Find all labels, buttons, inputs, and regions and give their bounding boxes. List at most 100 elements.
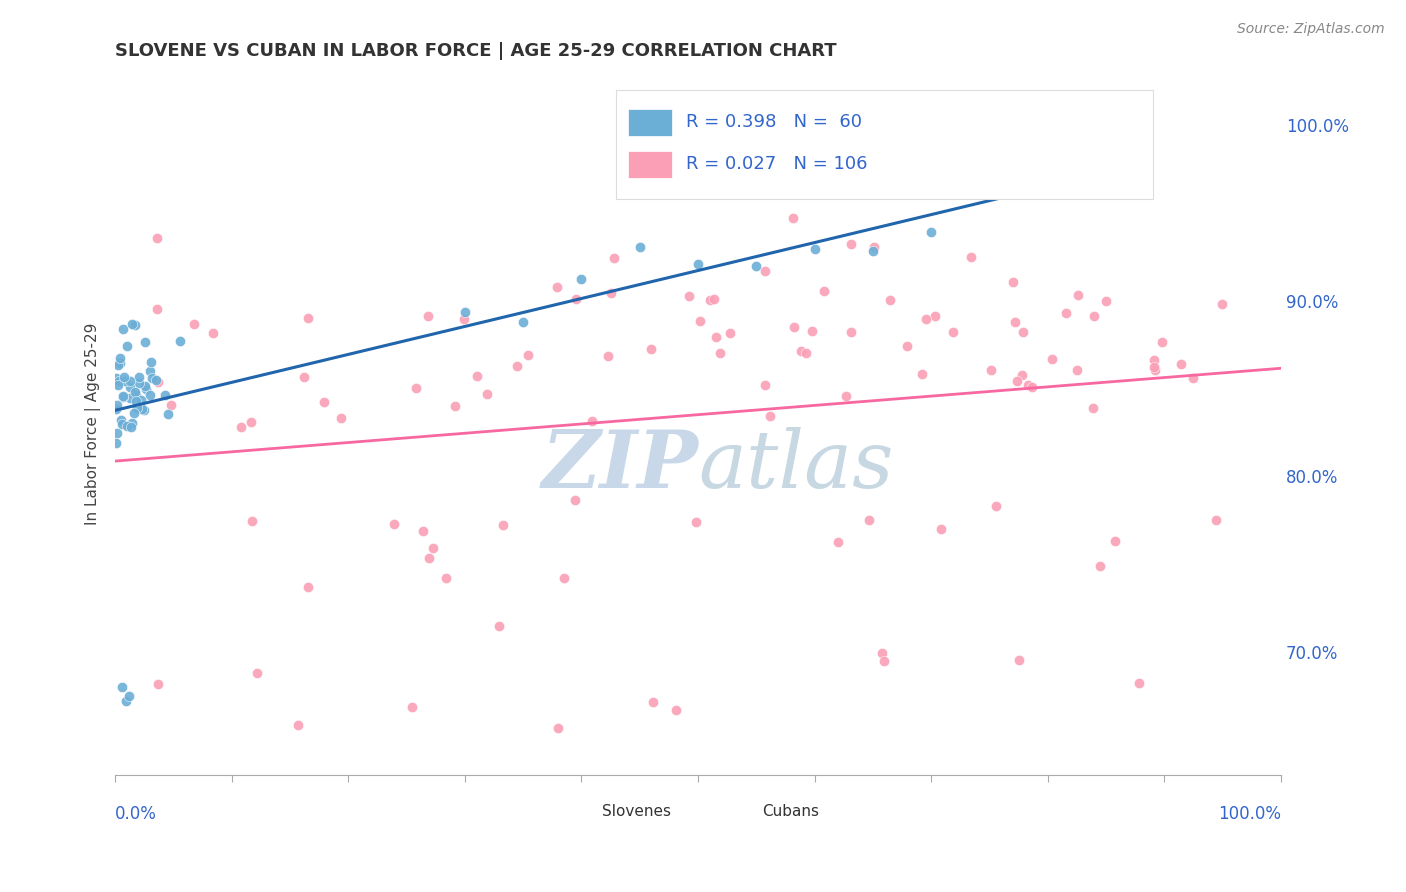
Text: R = 0.398   N =  60: R = 0.398 N = 60 xyxy=(686,113,862,131)
Point xyxy=(801,324,824,338)
Point xyxy=(124,406,146,420)
Point xyxy=(107,358,129,372)
Point xyxy=(870,646,893,660)
Point xyxy=(759,409,782,423)
Point xyxy=(1104,534,1126,549)
Point xyxy=(1088,559,1111,574)
Point xyxy=(488,619,510,633)
Point xyxy=(686,256,709,270)
Point xyxy=(134,402,156,417)
Point xyxy=(125,394,148,409)
Point xyxy=(292,370,315,384)
Point xyxy=(169,334,191,348)
Point xyxy=(1004,316,1026,330)
Point xyxy=(240,415,263,429)
Point xyxy=(564,493,586,508)
Point xyxy=(960,250,983,264)
Point xyxy=(146,375,169,389)
Point xyxy=(512,315,534,329)
Text: Source: ZipAtlas.com: Source: ZipAtlas.com xyxy=(1237,22,1385,37)
Point xyxy=(287,718,309,732)
Point xyxy=(105,398,128,412)
Point xyxy=(312,395,335,409)
Point xyxy=(111,417,134,431)
Point xyxy=(156,407,179,421)
Point xyxy=(121,417,143,431)
Point xyxy=(641,695,664,709)
Point xyxy=(121,317,143,331)
Point xyxy=(416,309,439,323)
Text: Slovenes: Slovenes xyxy=(603,804,672,819)
Point xyxy=(127,401,149,415)
Point xyxy=(1011,368,1033,383)
Point xyxy=(1067,288,1090,302)
Point xyxy=(839,325,862,339)
Point xyxy=(745,259,768,273)
FancyBboxPatch shape xyxy=(558,803,593,821)
Point xyxy=(920,225,942,239)
Point xyxy=(896,339,918,353)
Point xyxy=(1205,512,1227,526)
Point xyxy=(553,571,575,585)
Point xyxy=(699,293,721,308)
Point xyxy=(640,342,662,356)
Point xyxy=(160,398,183,412)
Point xyxy=(107,378,129,392)
Point xyxy=(813,284,835,298)
Point xyxy=(229,419,252,434)
Point xyxy=(665,702,688,716)
Point xyxy=(434,571,457,585)
Point xyxy=(1211,297,1233,311)
Point xyxy=(689,314,711,328)
Point xyxy=(453,312,475,326)
Point xyxy=(1017,377,1039,392)
Point xyxy=(571,272,593,286)
Point xyxy=(600,286,623,301)
Point xyxy=(405,382,427,396)
Point xyxy=(297,310,319,325)
Point xyxy=(910,367,932,381)
Point xyxy=(139,388,162,402)
Point xyxy=(517,348,540,362)
Point xyxy=(980,363,1002,377)
Point xyxy=(1042,351,1064,366)
Point xyxy=(1181,371,1204,385)
Point xyxy=(146,231,169,245)
Text: ZIP: ZIP xyxy=(541,427,697,505)
Point xyxy=(112,321,135,335)
Point xyxy=(1143,359,1166,374)
Point xyxy=(704,330,727,344)
Point xyxy=(718,326,741,340)
Point xyxy=(1095,293,1118,308)
Point xyxy=(782,211,804,226)
Point xyxy=(858,513,880,527)
Point xyxy=(1066,363,1088,377)
FancyBboxPatch shape xyxy=(616,90,1153,199)
Point xyxy=(506,359,529,373)
Point xyxy=(709,346,731,360)
Point xyxy=(1021,380,1043,394)
Point xyxy=(581,414,603,428)
Point xyxy=(183,317,205,331)
Point xyxy=(138,364,160,378)
Point xyxy=(105,425,128,440)
Text: 100.0%: 100.0% xyxy=(1218,805,1281,823)
Point xyxy=(124,385,146,400)
Point xyxy=(125,388,148,402)
Point xyxy=(422,541,444,555)
Point xyxy=(115,418,138,433)
Point xyxy=(1128,676,1150,690)
Point xyxy=(628,240,651,254)
Point xyxy=(839,236,862,251)
Point xyxy=(120,380,142,394)
Point xyxy=(139,355,162,369)
Point xyxy=(124,318,146,332)
Text: atlas: atlas xyxy=(697,427,893,505)
Point xyxy=(915,311,938,326)
Point xyxy=(546,280,568,294)
Point xyxy=(401,700,423,714)
Point xyxy=(603,251,626,265)
Point xyxy=(444,399,467,413)
FancyBboxPatch shape xyxy=(628,109,672,136)
Point xyxy=(330,410,353,425)
